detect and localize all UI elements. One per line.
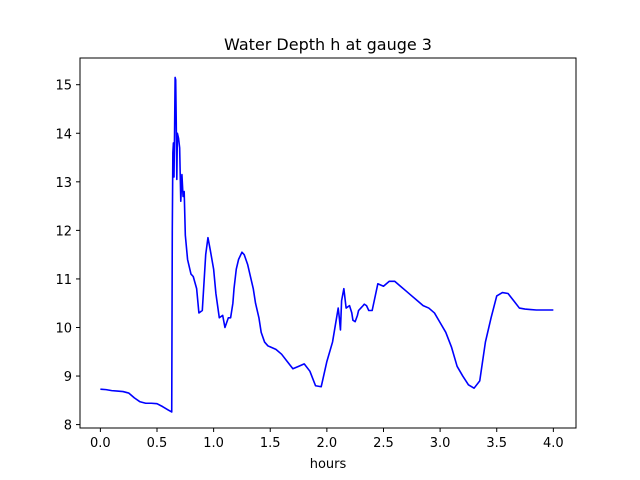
y-tick-label: 10: [55, 321, 72, 336]
x-tick-label: 4.0: [543, 436, 564, 451]
x-axis: 0.0 0.5 1.0 1.5 2.0 2.5 3.0 3.5 4.0: [90, 428, 564, 451]
y-tick-label: 14: [55, 127, 72, 142]
x-axis-label: hours: [310, 457, 347, 472]
plot-frame: [79, 57, 577, 429]
y-tick-label: 13: [55, 176, 72, 191]
series-line-0: [100, 76, 554, 413]
x-tick-label: 3.5: [486, 436, 507, 451]
y-tick-label: 9: [64, 370, 72, 385]
x-tick-label: 1.5: [260, 436, 281, 451]
y-axis: 8 9 10 11 12 13 14 15: [55, 79, 80, 434]
y-tick-label: 12: [55, 224, 72, 239]
x-tick-label: 0.5: [147, 436, 168, 451]
chart-title: Water Depth h at gauge 3: [224, 35, 432, 54]
y-tick-label: 11: [55, 273, 72, 288]
x-tick-label: 2.5: [373, 436, 394, 451]
x-tick-label: 2.0: [317, 436, 338, 451]
x-tick-label: 0.0: [90, 436, 111, 451]
plot-area: [100, 76, 554, 413]
x-tick-label: 3.0: [430, 436, 451, 451]
y-tick-label: 15: [55, 79, 72, 94]
x-tick-label: 1.0: [203, 436, 224, 451]
y-tick-label: 8: [64, 419, 72, 434]
